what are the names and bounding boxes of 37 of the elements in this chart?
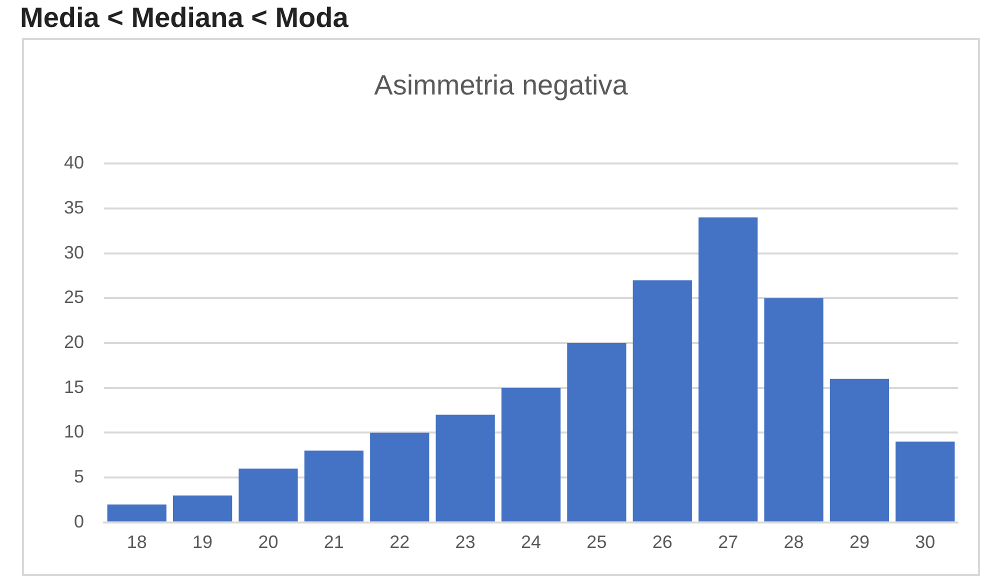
x-tick-label: 21 bbox=[324, 532, 344, 552]
x-tick-label: 19 bbox=[192, 532, 213, 552]
y-tick-label: 35 bbox=[64, 197, 84, 218]
y-tick-label: 40 bbox=[64, 152, 84, 173]
y-tick-label: 5 bbox=[74, 466, 84, 487]
bar bbox=[632, 280, 692, 522]
bar bbox=[238, 468, 298, 522]
text: Media < Mediana < Moda bbox=[20, 2, 348, 33]
y-tick-label: 10 bbox=[64, 422, 84, 442]
x-tick-label: 23 bbox=[455, 532, 476, 552]
y-tick-label: 0 bbox=[74, 511, 84, 532]
x-tick-label: 26 bbox=[652, 532, 672, 552]
x-tick-label: 30 bbox=[915, 532, 936, 552]
y-tick-label: 25 bbox=[64, 287, 84, 308]
chart-title: Asimmetria negativa bbox=[374, 70, 628, 101]
x-tick-label: 24 bbox=[520, 532, 542, 552]
bar bbox=[107, 504, 166, 522]
x-tick-label: 25 bbox=[586, 532, 607, 552]
bar bbox=[896, 442, 955, 522]
bar bbox=[304, 450, 364, 522]
bar bbox=[764, 298, 824, 522]
x-tick-label: 28 bbox=[784, 532, 804, 552]
bar bbox=[436, 414, 495, 522]
bar bbox=[370, 432, 430, 522]
y-tick-label: 30 bbox=[64, 242, 84, 262]
bar bbox=[172, 495, 232, 522]
bar bbox=[830, 378, 890, 522]
x-tick-label: 29 bbox=[849, 532, 870, 552]
x-tick-label: 27 bbox=[718, 532, 738, 552]
bar bbox=[567, 343, 626, 522]
bar bbox=[698, 217, 758, 522]
y-tick-label: 20 bbox=[64, 332, 84, 352]
bar bbox=[501, 388, 561, 522]
x-tick-label: 18 bbox=[126, 532, 147, 552]
y-tick-label: 15 bbox=[64, 376, 84, 397]
x-tick-label: 20 bbox=[258, 532, 278, 552]
x-tick-label: 22 bbox=[390, 532, 410, 552]
